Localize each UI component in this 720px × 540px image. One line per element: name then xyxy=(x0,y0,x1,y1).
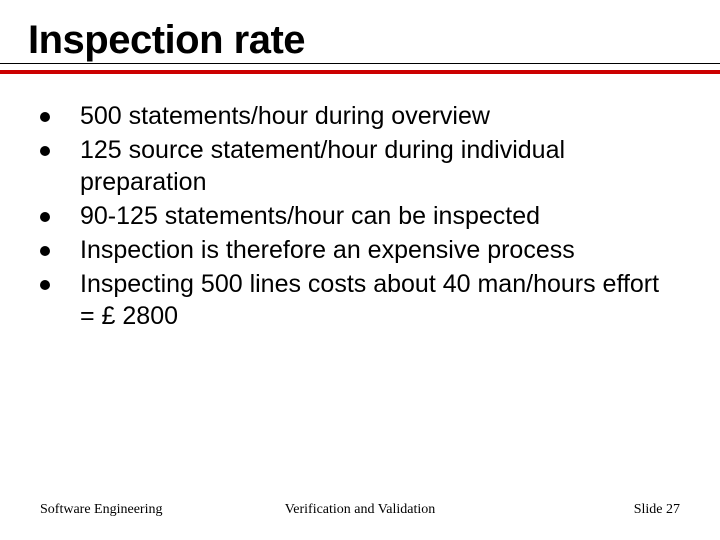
title-wrap: Inspection rate xyxy=(0,0,720,63)
bullet-text: 500 statements/hour during overview xyxy=(80,100,490,132)
bullet-row: Inspection is therefore an expensive pro… xyxy=(40,234,680,266)
bullet-icon xyxy=(40,246,50,256)
footer-right-prefix: Slide xyxy=(634,502,666,517)
bullet-icon xyxy=(40,280,50,290)
footer: Software Engineering Verification and Va… xyxy=(0,502,720,518)
bullet-text: Inspection is therefore an expensive pro… xyxy=(80,234,575,266)
footer-left: Software Engineering xyxy=(40,502,162,518)
bullet-row: Inspecting 500 lines costs about 40 man/… xyxy=(40,268,680,332)
slide: Inspection rate 500 statements/hour duri… xyxy=(0,0,720,540)
footer-center: Verification and Validation xyxy=(285,502,436,518)
bullet-icon xyxy=(40,212,50,222)
content-area: 500 statements/hour during overview 125 … xyxy=(0,74,720,332)
footer-right: Slide 27 xyxy=(634,502,680,518)
bullet-row: 125 source statement/hour during individ… xyxy=(40,134,680,198)
bullet-text: 90-125 statements/hour can be inspected xyxy=(80,200,540,232)
bullet-row: 90-125 statements/hour can be inspected xyxy=(40,200,680,232)
bullet-icon xyxy=(40,146,50,156)
bullet-row: 500 statements/hour during overview xyxy=(40,100,680,132)
bullet-text: Inspecting 500 lines costs about 40 man/… xyxy=(80,268,680,332)
slide-title: Inspection rate xyxy=(28,18,720,63)
slide-number: 27 xyxy=(666,502,680,517)
title-top-rule xyxy=(0,63,720,64)
bullet-icon xyxy=(40,112,50,122)
bullet-text: 125 source statement/hour during individ… xyxy=(80,134,680,198)
